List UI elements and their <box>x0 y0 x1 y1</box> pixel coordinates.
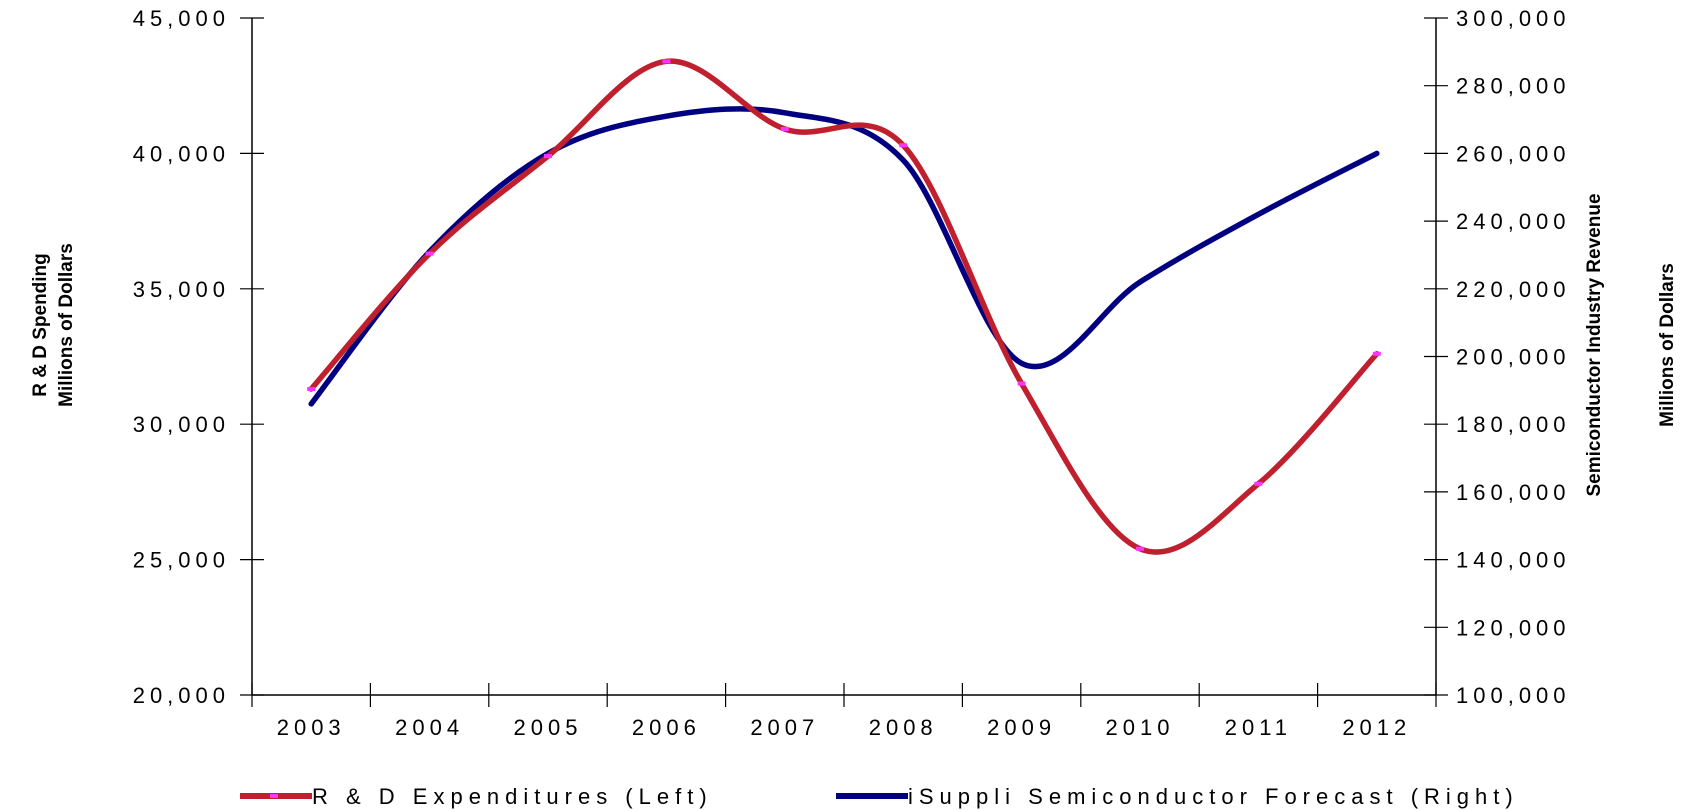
legend-label-isuppli: iSuppli Semiconductor Forecast (Right) <box>908 784 1519 809</box>
right-tick-label: 280,000 <box>1456 74 1571 99</box>
legend-marker-rd <box>270 794 278 798</box>
right-tick-label: 100,000 <box>1456 683 1571 708</box>
series-layer <box>307 58 1381 555</box>
legend-item-rd: R & D Expenditures (Left) <box>240 784 713 809</box>
left-tick-label: 30,000 <box>133 412 230 437</box>
data-point-rd <box>780 127 789 132</box>
data-point-rd <box>1017 381 1026 386</box>
x-tick-label: 2012 <box>1342 715 1411 740</box>
x-axis-ticks: 2003 2004 2005 2006 2007 2008 2009 2010 2011 2012 <box>251 683 1437 740</box>
x-tick-label: 2004 <box>395 715 464 740</box>
series-line-rd <box>308 58 1380 555</box>
x-tick-label: 2011 <box>1225 715 1292 740</box>
data-point-rd <box>899 143 908 148</box>
left-axis-title-line2: Millions of Dollars <box>56 243 77 407</box>
right-axis-ticks: 100,000 120,000 140,000 160,000 180,000 200,0… <box>1424 6 1571 708</box>
left-tick-label: 25,000 <box>133 548 230 573</box>
axes <box>251 18 1437 696</box>
data-point-rd <box>662 59 671 64</box>
right-tick-label: 160,000 <box>1456 480 1571 505</box>
right-tick-label: 240,000 <box>1456 209 1571 234</box>
data-point-rd <box>307 386 316 391</box>
left-axis-title-line1: R & D Spending <box>30 253 51 397</box>
right-tick-label: 220,000 <box>1456 277 1571 302</box>
legend-label-rd: R & D Expenditures (Left) <box>312 784 713 809</box>
x-tick-label: 2003 <box>277 715 346 740</box>
right-tick-label: 180,000 <box>1456 412 1571 437</box>
left-axis-ticks: 20,000 25,000 30,000 35,000 40,000 45,000 <box>133 6 264 708</box>
right-tick-label: 120,000 <box>1456 615 1571 640</box>
legend-item-isuppli: iSuppli Semiconductor Forecast (Right) <box>836 784 1519 809</box>
right-tick-label: 200,000 <box>1456 345 1571 370</box>
x-tick-label: 2010 <box>1106 715 1175 740</box>
data-point-rd <box>1372 351 1381 356</box>
data-point-rd <box>544 154 552 159</box>
left-tick-label: 45,000 <box>133 6 230 31</box>
left-tick-label: 20,000 <box>133 683 230 708</box>
x-tick-label: 2007 <box>750 715 819 740</box>
data-point-rd <box>1136 546 1144 551</box>
right-tick-label: 260,000 <box>1456 141 1571 166</box>
right-axis-title-line1: Semiconductor Industry Revenue <box>1584 193 1605 496</box>
right-tick-label: 140,000 <box>1456 548 1571 573</box>
left-tick-label: 35,000 <box>133 277 230 302</box>
x-tick-label: 2005 <box>514 715 583 740</box>
x-tick-label: 2006 <box>632 715 701 740</box>
x-tick-label: 2008 <box>869 715 938 740</box>
right-tick-label: 300,000 <box>1456 6 1571 31</box>
data-point-rd <box>425 251 434 256</box>
right-axis-title-line2: Millions of Dollars <box>1657 263 1678 427</box>
x-tick-label: 2009 <box>987 715 1056 740</box>
data-point-rd <box>1254 481 1263 486</box>
left-tick-label: 40,000 <box>133 141 230 166</box>
legend: R & D Expenditures (Left) iSuppli Semico… <box>240 784 1519 809</box>
series-line-isuppli <box>308 106 1380 407</box>
